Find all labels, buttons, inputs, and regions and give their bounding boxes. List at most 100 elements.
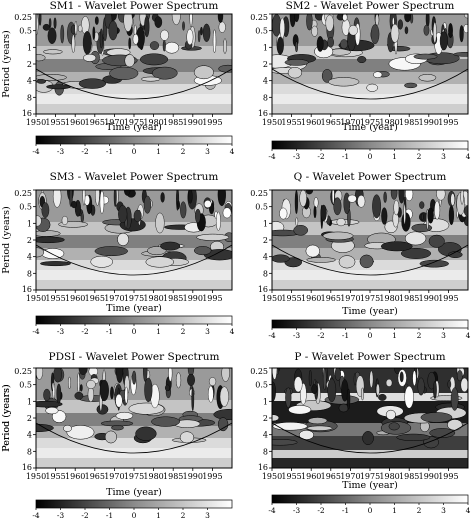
heatmap-spike <box>132 33 139 45</box>
heatmap-blob <box>45 406 59 415</box>
heatmap-blob <box>413 53 438 60</box>
colorbar-tick-label: 1 <box>392 152 397 161</box>
heatmap-spike <box>61 215 68 226</box>
heatmap-spike <box>385 378 393 387</box>
heatmap-spike <box>448 23 453 39</box>
x-tick-label: 1960 <box>301 294 321 303</box>
heatmap-spike <box>327 37 334 48</box>
heatmap-spike <box>123 14 133 32</box>
y-tick-label: 2 <box>263 236 268 245</box>
heatmap-spike <box>110 386 114 400</box>
heatmap-spike <box>149 41 160 50</box>
x-tick-label: 1960 <box>65 472 85 481</box>
colorbar-tick-label: 0 <box>132 511 137 520</box>
y-tick-label: 4 <box>27 77 32 86</box>
y-tick-label: 0.25 <box>14 13 32 22</box>
x-tick-label: 1950 <box>26 118 46 127</box>
heatmap-spike <box>463 24 468 34</box>
y-tick-label: 8 <box>263 93 268 102</box>
y-tick-label: 0.25 <box>250 367 268 376</box>
heatmap-spike <box>86 379 96 389</box>
heatmap-blob <box>40 261 71 267</box>
colorbar-tick-label: -4 <box>268 152 276 161</box>
y-tick-label: 0.25 <box>14 189 32 198</box>
heatmap-spike <box>448 205 454 226</box>
colorbar-tick-label: -3 <box>57 147 65 156</box>
heatmap-blob <box>338 255 356 269</box>
heatmap-spike <box>420 213 424 221</box>
x-tick-label: 1975 <box>124 472 144 481</box>
colorbar-tick-label: -4 <box>268 331 276 340</box>
x-tick-label: 1990 <box>419 294 439 303</box>
heatmap-blob <box>36 79 47 84</box>
heatmap-spike <box>340 39 348 49</box>
y-tick-label: 0.5 <box>19 203 32 212</box>
heatmap-spike <box>325 14 334 32</box>
colorbar-tick-label: -1 <box>106 147 113 156</box>
heatmap-spike <box>217 190 226 207</box>
heatmap-blob <box>362 431 374 445</box>
x-tick-label: 1985 <box>399 118 419 127</box>
x-tick-label: 1970 <box>104 472 124 481</box>
heatmap-spike <box>348 25 358 36</box>
heatmap-spike <box>369 370 374 388</box>
heatmap-spike <box>295 217 299 227</box>
heatmap-spike <box>398 190 405 204</box>
heatmap-spike <box>370 24 380 45</box>
y-tick-label: 0.5 <box>19 27 32 36</box>
heatmap-spike <box>433 380 437 399</box>
heatmap-spike <box>53 17 57 29</box>
y-tick-label: 8 <box>27 269 32 278</box>
heatmap-spike <box>425 14 430 28</box>
heatmap-spike <box>78 368 88 375</box>
heatmap-blob <box>135 426 157 441</box>
colorbar-tick-label: -1 <box>106 327 113 336</box>
x-tick-label: 1985 <box>163 472 183 481</box>
heatmap-spike <box>187 373 195 387</box>
heatmap-spike <box>87 386 94 403</box>
colorbar <box>271 319 469 329</box>
heatmap-spike <box>336 218 346 227</box>
colorbar <box>35 315 233 325</box>
heatmap-spike <box>186 28 194 46</box>
colorbar-tick-label: -2 <box>317 331 325 340</box>
chart-title: P - Wavelet Power Spectrum <box>294 351 445 363</box>
heatmap-spike <box>195 208 201 224</box>
heatmap-blob <box>411 223 433 233</box>
heatmap-spike <box>404 26 409 35</box>
chart-title: SM3 - Wavelet Power Spectrum <box>50 171 219 183</box>
chart-title: PDSI - Wavelet Power Spectrum <box>49 351 220 363</box>
heatmap-band <box>272 104 468 114</box>
x-axis-label: Time (year) <box>106 122 162 133</box>
heatmap-spike <box>175 372 182 389</box>
heatmap-blob <box>96 404 109 415</box>
x-tick-label: 1955 <box>281 118 301 127</box>
heatmap-spike <box>311 384 318 395</box>
heatmap-spike <box>342 14 348 22</box>
heatmap-spike <box>305 190 313 195</box>
colorbar-tick-label: -1 <box>342 506 349 515</box>
heatmap-spike <box>155 212 165 234</box>
heatmap-spike <box>71 200 77 209</box>
heatmap-blob <box>36 400 63 408</box>
x-tick-label: 1990 <box>183 118 203 127</box>
x-tick-label: 1955 <box>281 472 301 481</box>
heatmap-band <box>36 280 232 290</box>
y-tick-label: 16 <box>258 109 268 118</box>
heatmap-spike <box>434 200 441 220</box>
colorbar-tick-label: 0 <box>132 327 137 336</box>
heatmap-spike <box>439 31 448 51</box>
x-tick-label: 1970 <box>340 472 360 481</box>
heatmap-spike <box>128 37 132 50</box>
colorbar-tick-label: 2 <box>181 511 186 520</box>
y-tick-label: 0.5 <box>255 27 268 36</box>
heatmap-spike <box>132 370 137 385</box>
heatmap-spike <box>42 23 51 31</box>
colorbar-tick-label: -2 <box>81 327 89 336</box>
heatmap-blob <box>419 259 449 268</box>
heatmap-spike <box>333 197 342 216</box>
colorbar-tick-label: 0 <box>368 506 373 515</box>
cone-of-influence <box>272 244 468 276</box>
y-tick-label: 2 <box>27 236 32 245</box>
y-tick-label: 8 <box>27 93 32 102</box>
